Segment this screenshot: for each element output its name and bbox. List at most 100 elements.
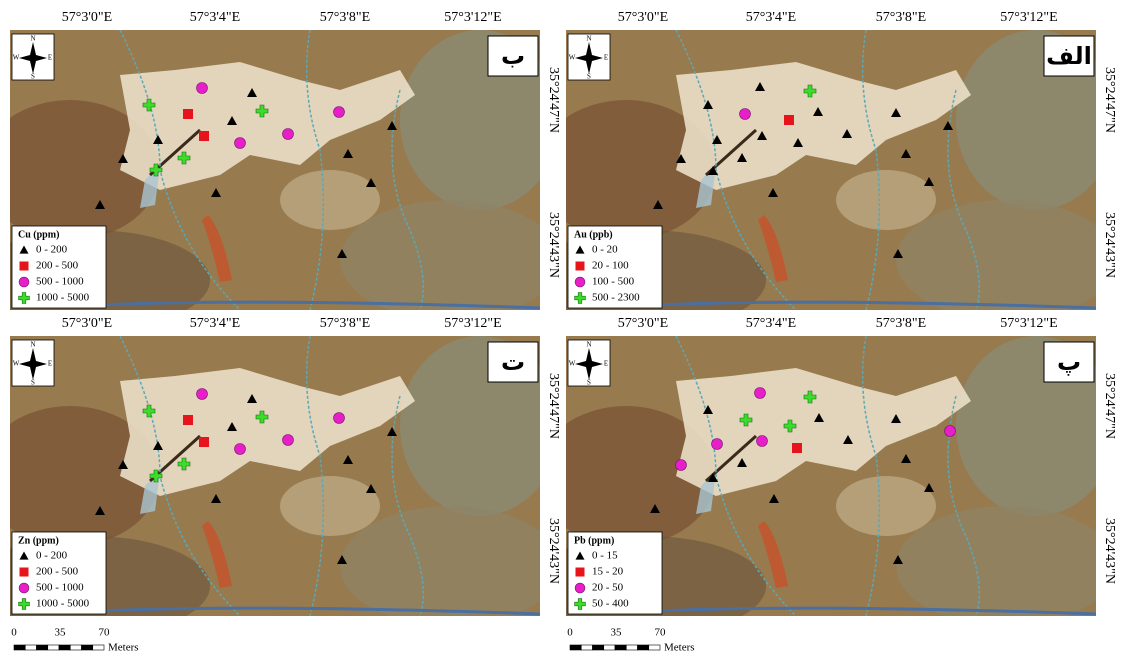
legend-title: Au (ppb) <box>574 229 613 240</box>
legend-label: 50 - 400 <box>592 598 629 610</box>
legend-title: Pb (ppm) <box>574 535 614 546</box>
legend-label: 15 - 20 <box>592 566 624 578</box>
marker-circle <box>19 583 29 593</box>
longitude-label: 57°3'0"E <box>618 10 668 25</box>
legend-label: 20 - 100 <box>592 260 629 272</box>
terrain-pale <box>280 476 380 536</box>
legend-label: 1000 - 5000 <box>36 598 90 610</box>
longitude-label: 57°3'8"E <box>876 316 926 331</box>
legend-label: 0 - 200 <box>36 244 68 256</box>
latitude-label: 35°24'47"N <box>546 373 561 439</box>
latitude-label: 35°24'43"N <box>546 212 561 278</box>
scale-segment <box>59 645 70 650</box>
scale-segment <box>14 645 25 650</box>
scale-segment <box>48 645 59 650</box>
scale-segment <box>638 645 649 650</box>
marker-circle <box>283 435 294 446</box>
compass-n: N <box>30 35 35 43</box>
scale-label: 70 <box>99 627 111 639</box>
marker-circle <box>283 129 294 140</box>
legend-label: 500 - 1000 <box>36 276 84 288</box>
marker-square <box>183 415 193 425</box>
scale-label: 35 <box>611 627 623 639</box>
legend-label: 200 - 500 <box>36 566 79 578</box>
compass-s: S <box>31 379 35 387</box>
terrain-pale <box>280 170 380 230</box>
latitude-label: 35°24'43"N <box>1102 212 1117 278</box>
scale-segment <box>37 645 48 650</box>
longitude-label: 57°3'8"E <box>320 316 370 331</box>
legend-label: 500 - 2300 <box>592 292 640 304</box>
marker-circle <box>757 436 768 447</box>
scale-segment <box>25 645 36 650</box>
longitude-label: 57°3'4"E <box>746 10 796 25</box>
marker-circle <box>945 426 956 437</box>
legend-label: 100 - 500 <box>592 276 635 288</box>
longitude-label: 57°3'0"E <box>62 316 112 331</box>
legend-label: 0 - 20 <box>592 244 618 256</box>
longitude-label: 57°3'12"E <box>1000 10 1057 25</box>
compass-s: S <box>31 73 35 81</box>
panel-letter: الف <box>1046 42 1092 70</box>
scale-label: 70 <box>655 627 667 639</box>
marker-square <box>576 568 585 577</box>
scale-segment <box>581 645 592 650</box>
marker-square <box>784 115 794 125</box>
scale-segment <box>649 645 660 650</box>
compass-e: E <box>48 54 52 62</box>
compass-e: E <box>604 360 608 368</box>
latitude-label: 35°24'47"N <box>546 67 561 133</box>
compass-e: E <box>604 54 608 62</box>
marker-circle <box>19 277 29 287</box>
longitude-label: 57°3'4"E <box>746 316 796 331</box>
compass-n: N <box>586 341 591 349</box>
panel-letter: پ <box>1057 348 1081 376</box>
marker-circle <box>235 138 246 149</box>
scale-segment <box>570 645 581 650</box>
marker-square <box>20 568 29 577</box>
map-panel: NSEWالفAu (ppb)0 - 2020 - 100100 - 50050… <box>526 30 1116 330</box>
scale-segment <box>82 645 93 650</box>
panel-letter: ت <box>501 348 525 376</box>
latitude-label: 35°24'47"N <box>1102 373 1117 439</box>
scale-segment <box>93 645 104 650</box>
scale-label: 0 <box>11 627 17 639</box>
legend-title: Cu (ppm) <box>18 229 59 240</box>
marker-circle <box>235 444 246 455</box>
latitude-label: 35°24'43"N <box>546 518 561 584</box>
marker-circle <box>712 439 723 450</box>
terrain-pale <box>836 170 936 230</box>
marker-square <box>576 262 585 271</box>
marker-circle <box>676 460 687 471</box>
scale-segment <box>626 645 637 650</box>
marker-square <box>199 437 209 447</box>
longitude-label: 57°3'8"E <box>320 10 370 25</box>
panel-letter: ب <box>501 42 525 70</box>
compass-s: S <box>587 73 591 81</box>
compass-w: W <box>569 360 576 368</box>
latitude-label: 35°24'43"N <box>1102 518 1117 584</box>
marker-square <box>792 443 802 453</box>
compass-w: W <box>13 54 20 62</box>
map-panel: N S E W ب Cu (ppm) 0 - 200 200 - 500 500 - 1000 1… <box>0 30 560 330</box>
legend-label: 1000 - 5000 <box>36 292 90 304</box>
compass-e: E <box>48 360 52 368</box>
marker-circle <box>334 107 345 118</box>
longitude-label: 57°3'4"E <box>190 316 240 331</box>
longitude-label: 57°3'12"E <box>444 316 501 331</box>
marker-circle <box>740 109 751 120</box>
legend-label: 0 - 15 <box>592 550 618 562</box>
marker-square <box>199 131 209 141</box>
marker-circle <box>334 413 345 424</box>
legend-title: Zn (ppm) <box>18 535 59 546</box>
marker-circle <box>197 83 208 94</box>
longitude-label: 57°3'12"E <box>1000 316 1057 331</box>
compass-w: W <box>569 54 576 62</box>
marker-circle <box>575 583 585 593</box>
scale-segment <box>604 645 615 650</box>
scale-segment <box>615 645 626 650</box>
marker-square <box>183 109 193 119</box>
longitude-label: 57°3'0"E <box>62 10 112 25</box>
legend-label: 200 - 500 <box>36 260 79 272</box>
